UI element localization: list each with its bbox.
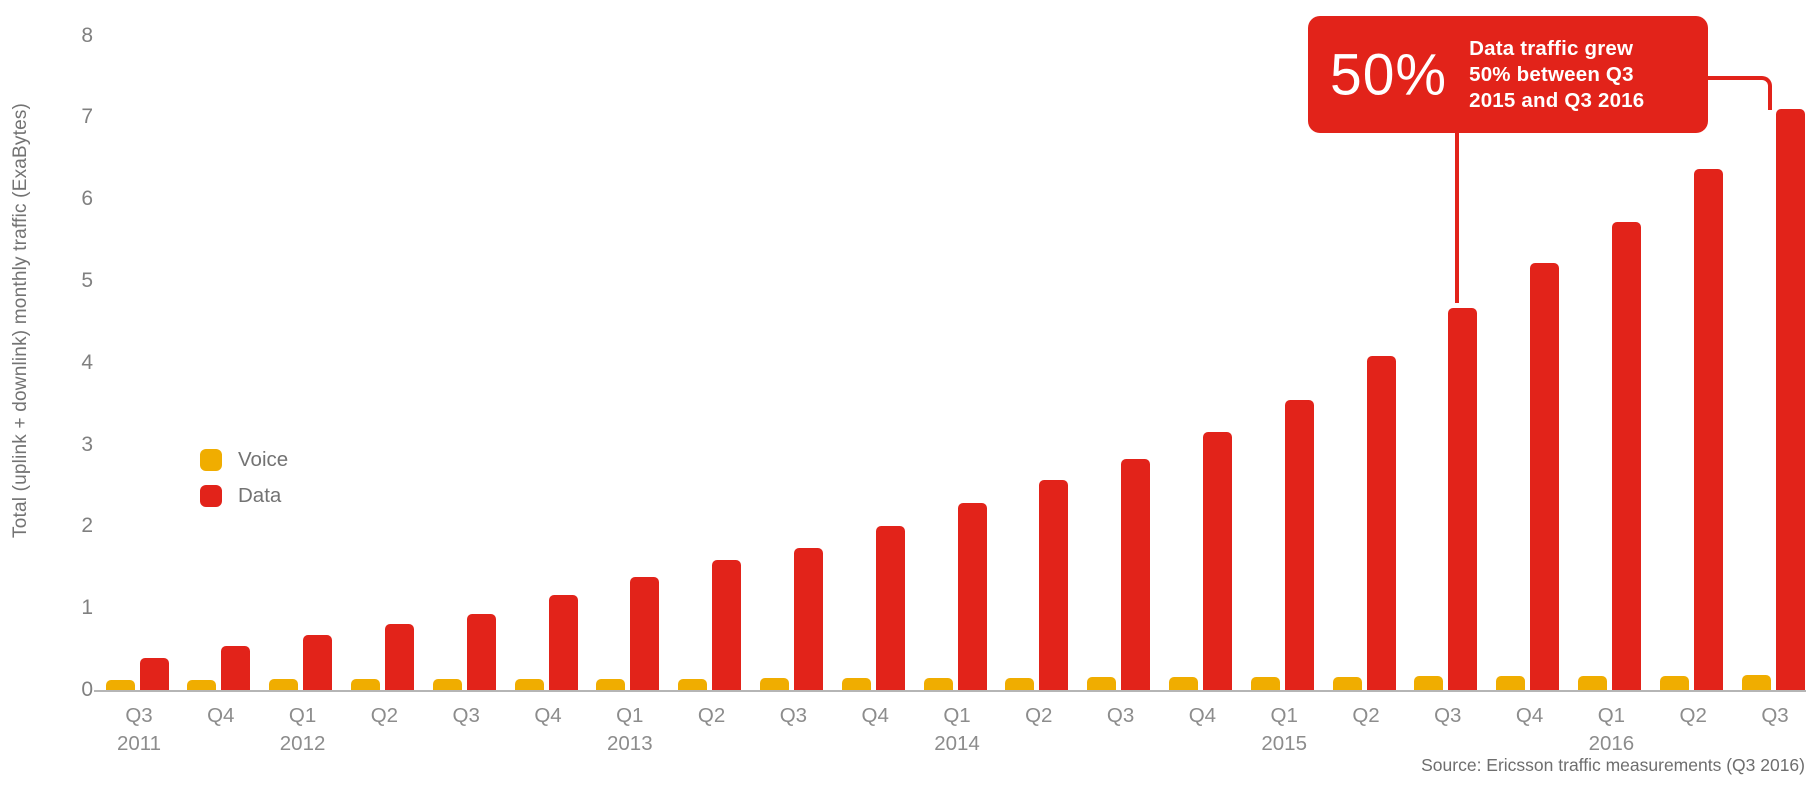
x-label-5: Q4 [534,704,562,727]
year-label-2015: 2015 [1261,732,1307,755]
bar-data-13 [1202,431,1232,690]
bar-voice-6 [596,678,626,690]
callout-connector-q3-2016 [1708,76,1772,110]
legend-item-voice: Voice [200,448,288,472]
x-label-13: Q4 [1188,704,1217,727]
legend-swatch-data [200,485,222,507]
x-label-0: Q3 [125,704,153,727]
x-axis-baseline [94,690,1806,692]
source-note: Source: Ericsson traffic measurements (Q… [1421,755,1805,775]
bar-voice-0 [105,680,135,690]
legend-swatch-voice [200,449,222,471]
x-label-18: Q1 [1597,704,1626,727]
year-label-2014: 2014 [934,732,980,755]
bar-data-2 [303,635,333,690]
bar-data-11 [1039,479,1069,690]
callout-description: Data traffic grew 50% between Q3 2015 an… [1469,36,1644,114]
x-label-20: Q3 [1761,704,1789,727]
bar-data-1 [221,645,251,690]
bar-data-0 [139,658,169,690]
bar-voice-16 [1414,676,1444,690]
bar-voice-11 [1005,677,1035,690]
x-label-19: Q2 [1679,704,1707,727]
callout-percentage: 50% [1330,41,1448,108]
callout-description-line: 50% between Q3 [1469,62,1634,86]
bar-data-14 [1284,400,1314,690]
bar-data-7 [712,559,742,690]
y-tick-7: 7 [81,105,93,129]
x-label-3: Q2 [370,704,399,727]
legend: Voice Data [200,448,288,520]
bar-voice-12 [1087,676,1117,690]
callout-description-line: Data traffic grew [1469,36,1634,60]
bar-data-5 [548,595,578,690]
year-label-2013: 2013 [606,732,653,755]
y-tick-5: 5 [81,269,93,292]
bar-voice-2 [269,679,299,690]
x-label-17: Q4 [1515,704,1544,727]
bar-data-19 [1693,168,1723,690]
x-label-16: Q3 [1434,704,1462,727]
y-tick-8: 8 [81,23,93,47]
bar-voice-4 [432,679,462,690]
y-tick-0: 0 [81,678,93,701]
bar-voice-8 [759,677,789,690]
bar-voice-10 [923,677,953,690]
bar-voice-17 [1496,676,1526,690]
bar-voice-7 [678,678,708,690]
bar-voice-3 [350,679,380,690]
bar-data-15 [1366,356,1396,690]
bar-voice-18 [1577,676,1607,690]
year-label-2016: 2016 [1588,732,1635,755]
x-label-7: Q2 [697,704,726,727]
bar-data-6 [630,577,660,690]
bar-voice-5 [514,678,544,690]
x-label-2: Q1 [288,704,317,727]
year-label-2012: 2012 [279,732,326,755]
legend-item-data: Data [200,484,288,508]
bar-data-8 [793,547,823,690]
x-label-1: Q4 [207,704,235,727]
x-label-14: Q1 [1270,704,1298,727]
bar-data-18 [1611,222,1641,690]
bar-data-10 [957,502,987,690]
y-axis-title: Total (uplink + downlink) monthly traffi… [10,102,31,538]
bar-data-3 [384,623,414,690]
bar-voice-13 [1168,676,1198,690]
x-label-11: Q2 [1025,704,1053,727]
x-label-12: Q3 [1106,704,1135,727]
callout-annotation: 50% Data traffic grew 50% between Q3 201… [1308,16,1708,133]
x-label-6: Q1 [616,704,644,727]
y-tick-4: 4 [81,350,93,374]
bar-voice-1 [187,680,217,690]
bar-voice-14 [1250,676,1280,690]
year-label-2011: 2011 [116,732,162,755]
bar-data-17 [1530,263,1560,690]
y-tick-2: 2 [81,514,93,538]
x-label-9: Q4 [861,704,889,727]
x-label-10: Q1 [943,704,971,727]
callout-connector-q3-2015 [1455,133,1459,303]
bar-voice-9 [841,677,871,690]
legend-label-voice: Voice [238,448,289,471]
legend-label-data: Data [238,484,282,507]
bar-data-4 [466,613,496,690]
y-tick-1: 1 [81,596,93,620]
x-label-4: Q3 [452,704,480,727]
bar-voice-19 [1659,676,1689,690]
x-label-15: Q2 [1352,704,1380,727]
y-tick-6: 6 [81,187,93,211]
x-label-8: Q3 [779,704,808,727]
y-tick-3: 3 [81,432,93,456]
bar-voice-15 [1332,676,1362,690]
bar-voice-20 [1741,675,1771,690]
bar-data-9 [875,525,905,690]
bar-data-16 [1448,308,1478,690]
bar-data-20 [1775,109,1805,690]
callout-description-line: 2015 and Q3 2016 [1469,88,1645,112]
bar-data-12 [1121,458,1151,690]
